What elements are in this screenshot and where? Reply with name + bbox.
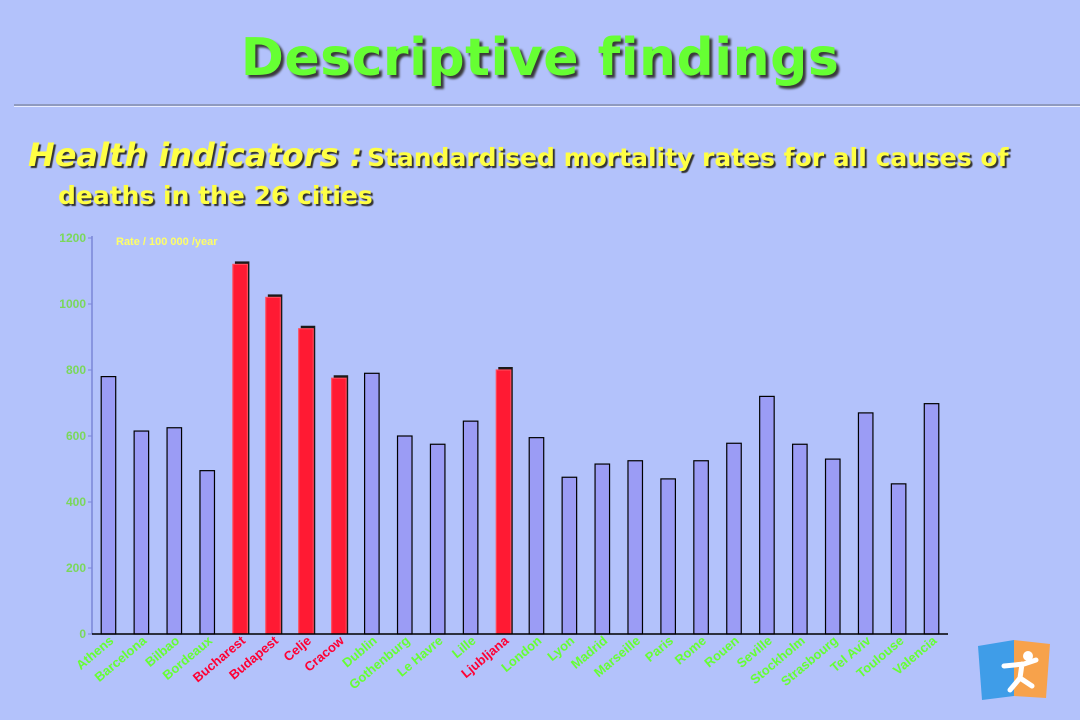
bar-budapest: [265, 296, 281, 635]
bar-marseille: [627, 460, 644, 635]
bar-lyon: [561, 476, 578, 635]
bar-bucharest: [232, 263, 249, 635]
unit-label: Rate / 100 000 /year: [116, 236, 218, 248]
bar-celje: [298, 328, 314, 635]
x-tick-label: Paris: [642, 633, 676, 665]
y-tick-label: 600: [66, 429, 86, 443]
bar-rouen: [726, 442, 742, 635]
bar-tel-aviv: [857, 412, 874, 635]
bar-toulouse: [890, 483, 907, 635]
bar-stockholm: [791, 443, 808, 635]
bar-bordeaux: [199, 470, 216, 635]
bar-bilbao: [166, 427, 183, 635]
bar-rome: [693, 460, 709, 635]
y-tick-label: 1000: [59, 297, 86, 311]
subtitle-lead: Health indicators :: [28, 136, 363, 174]
subtitle-line-1: Standardised mortality rates for all cau…: [366, 143, 1009, 172]
bar-seville: [759, 395, 775, 635]
organization-logo-icon: [978, 640, 1050, 700]
bar-le-havre: [429, 443, 446, 635]
slide-title: Descriptive findings: [240, 28, 840, 88]
y-tick-label: 1200: [59, 231, 86, 245]
bar-barcelona: [133, 430, 150, 635]
bar-lille: [462, 420, 479, 635]
title-divider: [14, 104, 1080, 107]
bar-madrid: [594, 463, 611, 635]
y-tick-labels: 0 200 400 600 800 1000 1200: [59, 231, 92, 641]
bar-athens: [100, 376, 117, 635]
bar-strasbourg: [824, 458, 841, 635]
y-tick-label: 800: [66, 363, 86, 377]
bar-gothenburg: [396, 435, 413, 635]
y-tick-label: 200: [66, 561, 86, 575]
slide-subtitle: Health indicators : Standardised mortali…: [28, 138, 1068, 213]
bar-london: [528, 437, 545, 635]
subtitle-line-2: deaths in the 26 cities: [58, 181, 373, 210]
bar-valencia: [923, 403, 940, 635]
bar-cracow: [331, 377, 347, 635]
bar-paris: [660, 478, 677, 635]
bar-dublin: [363, 372, 380, 635]
bars-layer: [100, 261, 940, 635]
y-tick-label: 0: [79, 627, 86, 641]
bar-ljubljana: [495, 369, 512, 635]
x-tick-label: Rouen: [701, 633, 742, 671]
x-tick-labels: AthensBarcelonaBilbaoBordeauxBucharestBu…: [73, 632, 940, 692]
y-tick-label: 400: [66, 495, 86, 509]
